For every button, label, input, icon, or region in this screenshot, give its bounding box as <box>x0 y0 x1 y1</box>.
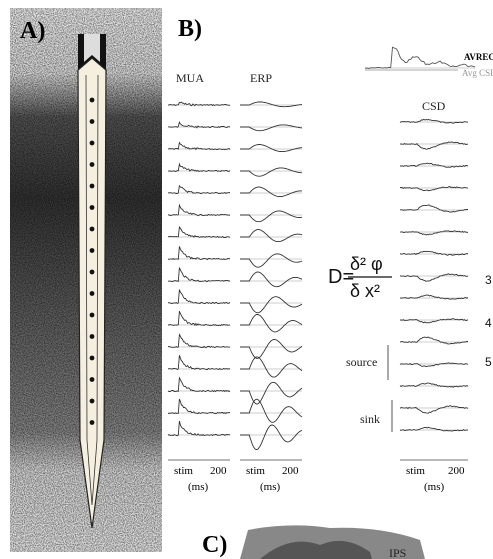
trace <box>399 186 469 192</box>
panel-a: A) <box>10 8 162 552</box>
contact <box>89 183 95 189</box>
axis-unit: (ms) <box>424 481 445 493</box>
layer-label: 4 <box>485 316 492 330</box>
trace <box>167 120 231 129</box>
trace <box>240 339 303 359</box>
trace <box>399 294 469 300</box>
contact <box>89 269 95 275</box>
axis-label: 200 <box>282 465 299 477</box>
axis-label: stim <box>406 465 425 477</box>
annotation: source <box>346 355 377 369</box>
trace <box>167 398 231 415</box>
trace <box>240 424 303 451</box>
contact <box>89 119 95 124</box>
equation-numerator: δ² φ <box>350 254 383 274</box>
trace <box>400 204 468 213</box>
trace <box>168 355 231 371</box>
axis-label: 200 <box>448 465 465 477</box>
panel-b: B) MUA ERP CSD AVREC Avg CSD D= δ² φ δ x… <box>167 16 493 493</box>
trace <box>167 141 231 151</box>
brain-image <box>260 540 372 559</box>
trace <box>167 162 231 173</box>
contact <box>89 226 95 232</box>
trace <box>167 311 231 327</box>
contact <box>89 205 95 210</box>
axis-label: 200 <box>210 465 227 477</box>
contact <box>89 377 95 382</box>
electrode-outline <box>85 74 99 506</box>
trace <box>167 420 231 437</box>
trace <box>240 124 303 132</box>
panel-label: C) <box>202 532 227 558</box>
avrec-label: AVREC <box>464 52 493 62</box>
trace <box>399 318 469 324</box>
trace <box>399 141 469 150</box>
trace <box>399 426 469 432</box>
contact <box>89 97 95 103</box>
column-title: CSD <box>422 99 446 113</box>
trace <box>240 381 303 405</box>
equation-denominator: δ x² <box>350 281 380 301</box>
trace <box>399 162 469 168</box>
trace <box>399 336 469 345</box>
trace <box>240 229 303 243</box>
trace <box>240 296 303 314</box>
contact <box>89 291 95 296</box>
trace <box>167 289 231 305</box>
trace <box>240 167 303 177</box>
panel-c: C) IPS <box>202 525 425 559</box>
electrode-shaft <box>84 34 100 62</box>
trace <box>399 382 469 388</box>
layer-label: 5 <box>485 355 492 369</box>
trace <box>364 46 476 69</box>
contact <box>89 355 95 361</box>
region-label: IPS <box>389 546 406 559</box>
trace <box>399 230 469 236</box>
contact <box>89 398 95 404</box>
trace <box>240 144 303 153</box>
trace <box>240 313 303 333</box>
trace <box>167 376 231 393</box>
trace <box>167 267 231 283</box>
contact <box>89 162 95 167</box>
trace <box>240 210 303 223</box>
trace <box>168 203 231 217</box>
trace <box>399 273 469 282</box>
trace <box>167 226 231 239</box>
equation-lhs: D= <box>328 266 354 288</box>
trace <box>399 362 469 367</box>
axis-label: stim <box>246 465 265 477</box>
column-title: ERP <box>250 71 272 85</box>
panel-label: A) <box>20 18 45 44</box>
axis-unit: (ms) <box>188 481 209 493</box>
axis-label: stim <box>174 465 193 477</box>
trace <box>399 118 469 124</box>
contact <box>89 334 95 339</box>
contact <box>89 312 95 318</box>
trace <box>399 405 469 414</box>
contact <box>89 420 95 425</box>
trace <box>240 398 303 423</box>
column-title: MUA <box>176 71 204 85</box>
contact <box>89 248 95 253</box>
contact <box>89 140 95 146</box>
trace <box>167 246 231 261</box>
trace <box>240 253 303 268</box>
trace <box>167 101 231 107</box>
trace <box>240 101 303 108</box>
panel-label: B) <box>178 16 202 42</box>
trace <box>240 271 303 288</box>
trace <box>240 356 303 378</box>
trace <box>167 184 231 195</box>
axis-unit: (ms) <box>260 481 281 493</box>
trace <box>240 186 302 198</box>
avrec-legend: Avg CSD <box>462 68 493 78</box>
layer-label: 3 <box>485 273 492 287</box>
trace <box>168 333 231 349</box>
annotation: sink <box>360 412 380 426</box>
trace <box>399 250 469 256</box>
